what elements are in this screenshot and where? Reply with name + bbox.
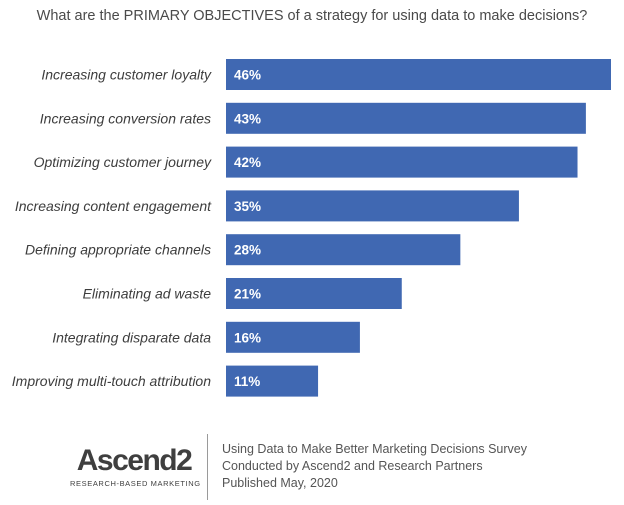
bar-value-label: 28% <box>234 243 261 258</box>
bar-value-label: 43% <box>234 111 261 126</box>
footer-divider <box>207 434 208 500</box>
bar <box>226 365 319 397</box>
footer-info: Using Data to Make Better Marketing Deci… <box>222 441 527 492</box>
footer-conducted-by: Conducted by Ascend2 and Research Partne… <box>222 459 483 473</box>
bar-value-label: 11% <box>234 374 260 389</box>
bar <box>226 234 461 266</box>
category-label: Improving multi-touch attribution <box>12 373 211 389</box>
category-label: Increasing customer loyalty <box>41 67 212 83</box>
logo-tagline: RESEARCH-BASED MARKETING <box>70 479 201 488</box>
bar-value-label: 21% <box>234 287 261 302</box>
bar <box>226 146 578 178</box>
bar-value-label: 16% <box>234 330 261 345</box>
footer-survey-name: Using Data to Make Better Marketing Deci… <box>222 442 527 456</box>
category-label: Defining appropriate channels <box>25 242 211 258</box>
bar-chart: Increasing customer loyalty 46% Increasing… <box>12 59 611 397</box>
footer-published-date: Published May, 2020 <box>222 476 338 490</box>
chart-title: What are the PRIMARY OBJECTIVES of a str… <box>36 8 588 24</box>
category-label: Optimizing customer journey <box>34 154 212 170</box>
bar <box>226 190 519 222</box>
category-label: Eliminating ad waste <box>83 286 212 302</box>
ascend2-logo: Ascend2 RESEARCH-BASED MARKETING <box>70 444 201 489</box>
bar-value-label: 42% <box>234 155 261 170</box>
category-label: Increasing conversion rates <box>40 110 211 126</box>
bar <box>226 278 402 309</box>
logo-name: Ascend2 <box>76 444 193 477</box>
category-label: Increasing content engagement <box>15 198 212 214</box>
bar-value-label: 35% <box>234 199 261 214</box>
bar <box>226 321 360 353</box>
bar-value-label: 46% <box>234 68 261 83</box>
bar <box>226 102 586 134</box>
bar <box>226 59 611 90</box>
category-label: Integrating disparate data <box>52 329 211 345</box>
